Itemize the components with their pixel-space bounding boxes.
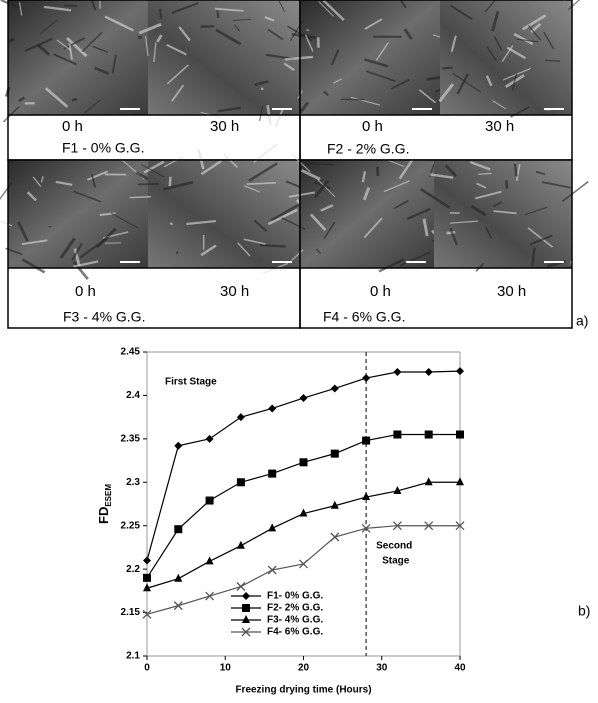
marker: [331, 384, 339, 392]
panel-tag: b): [578, 603, 590, 619]
sem-texture: [545, 60, 560, 61]
y-tick-label: 2.25: [121, 520, 141, 531]
legend-label: F1- 0% G.G.: [267, 591, 323, 602]
marker: [300, 394, 308, 402]
sem-image: [8, 0, 148, 115]
formulation-label: F4 - 6% G.G.: [323, 309, 405, 325]
marker: [331, 533, 339, 541]
marker: [456, 367, 464, 375]
marker: [300, 458, 308, 466]
figure: 0 h 30 h F1 - 0% G.G. 0 h 30 h F2 - 2% G.G. 0 …: [0, 0, 598, 703]
marker: [174, 525, 182, 533]
series-line: [147, 435, 460, 578]
sem-texture: [160, 9, 161, 19]
marker: [237, 583, 245, 591]
panel-tag: a): [576, 313, 588, 329]
annotation: First Stage: [165, 377, 217, 388]
y-tick-label: 2.45: [121, 347, 141, 358]
time-label: 30 h: [485, 118, 514, 135]
marker: [143, 556, 151, 564]
time-label: 0 h: [62, 118, 83, 135]
y-tick-label: 2.4: [126, 390, 140, 401]
y-tick-label: 2.3: [126, 477, 140, 488]
sem-texture: [515, 164, 517, 176]
sem-image: [300, 160, 434, 268]
y-tick-label: 2.15: [121, 607, 141, 618]
marker: [174, 442, 182, 450]
x-tick-label: 10: [220, 663, 232, 674]
marker: [331, 450, 339, 458]
time-label: 0 h: [370, 283, 391, 300]
marker: [393, 431, 401, 439]
page: {"panel_a": { "cells": [ {"time_left": "…: [0, 0, 598, 703]
marker: [242, 604, 250, 612]
time-label: 0 h: [75, 283, 96, 300]
time-label: 30 h: [210, 118, 239, 135]
sem-texture: [72, 99, 77, 100]
marker: [393, 368, 401, 376]
time-label: 30 h: [220, 283, 249, 300]
annotation: Second: [376, 541, 412, 552]
legend-label: F2- 2% G.G.: [267, 603, 323, 614]
y-tick-label: 2.1: [126, 651, 140, 662]
marker: [237, 413, 245, 421]
marker: [362, 374, 370, 382]
marker: [425, 368, 433, 376]
marker: [143, 574, 151, 582]
sem-texture: [176, 252, 178, 253]
formulation-label: F1 - 0% G.G.: [62, 140, 144, 156]
marker: [206, 435, 214, 443]
sem-texture: [170, 177, 171, 186]
sem-image: [148, 160, 300, 268]
marker: [206, 497, 214, 505]
marker: [362, 437, 370, 445]
marker: [242, 615, 250, 623]
y-tick-label: 2.35: [121, 433, 141, 444]
sem-image: [440, 0, 572, 115]
y-axis-label-main: FD: [96, 507, 111, 524]
marker: [268, 470, 276, 478]
annotation: Stage: [382, 556, 410, 567]
sem-texture: [130, 197, 151, 198]
x-tick-label: 20: [298, 663, 310, 674]
formulation-label: F3 - 4% G.G.: [63, 309, 145, 325]
marker: [242, 592, 250, 600]
marker: [237, 478, 245, 486]
x-tick-label: 30: [376, 663, 388, 674]
y-axis-label-sub: ESEM: [104, 484, 113, 507]
time-label: 0 h: [362, 118, 383, 135]
marker: [425, 477, 433, 485]
x-tick-label: 40: [454, 663, 466, 674]
sem-texture: [305, 164, 334, 165]
marker: [206, 592, 214, 600]
y-tick-label: 2.2: [126, 564, 140, 575]
sem-texture: [506, 180, 507, 189]
sem-texture: [446, 232, 455, 233]
series-line: [147, 482, 460, 588]
sem-image: [300, 0, 440, 115]
formulation-label: F2 - 2% G.G.: [327, 141, 409, 157]
x-tick-label: 0: [144, 663, 150, 674]
marker: [456, 431, 464, 439]
x-axis-label: Freezing drying time (Hours): [235, 685, 371, 696]
marker: [425, 431, 433, 439]
y-axis-label: FDESEM: [96, 484, 113, 524]
sem-texture: [260, 245, 286, 246]
marker: [174, 602, 182, 610]
legend-label: F3- 4% G.G.: [267, 615, 323, 626]
marker: [268, 404, 276, 412]
marker: [456, 477, 464, 485]
time-label: 30 h: [497, 283, 526, 300]
legend-label: F4- 6% G.G.: [267, 627, 323, 638]
sem-texture: [217, 10, 218, 18]
